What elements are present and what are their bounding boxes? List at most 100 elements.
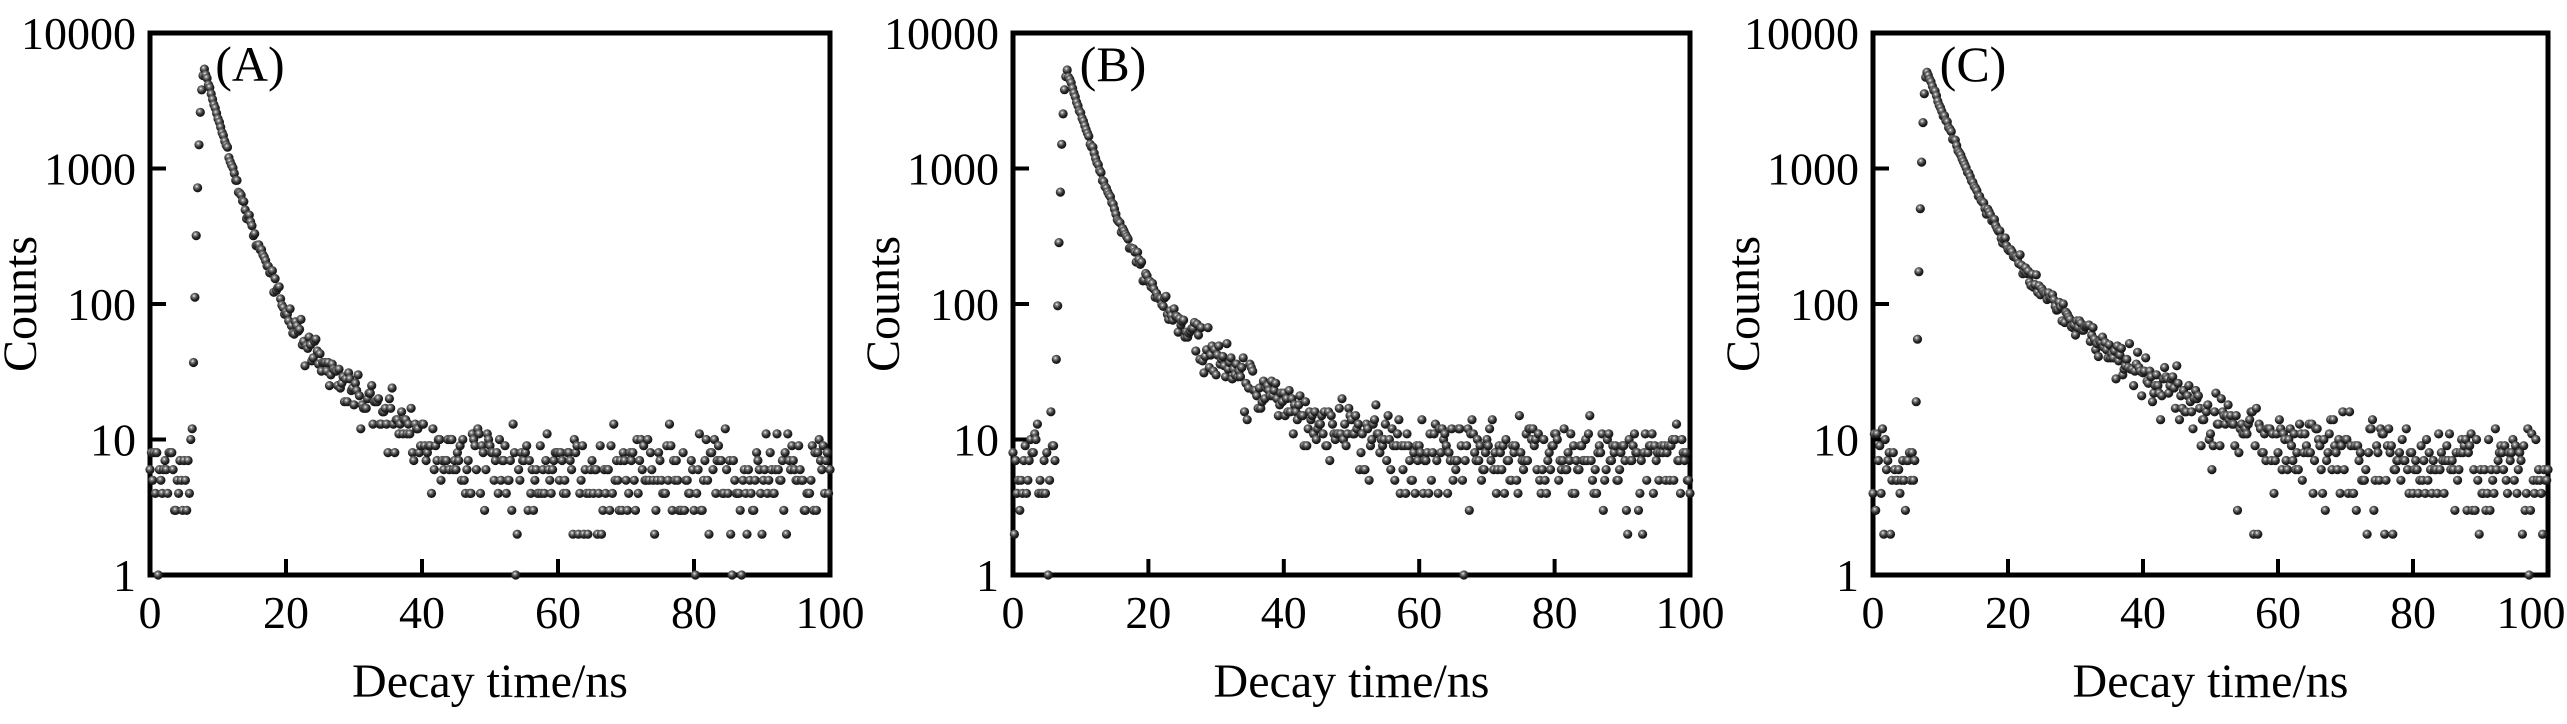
data-point [1271,378,1281,388]
x-tick-label: 80 [671,587,717,638]
data-point [1598,505,1608,515]
data-point [520,448,531,458]
y-tick-label: 100 [67,279,136,330]
data-point [2353,441,2363,451]
data-point [1055,187,1065,197]
data-point [2207,465,2217,475]
data-point [1390,475,1400,485]
data-point [496,475,506,485]
data-point [1615,465,1625,475]
data-point [613,475,623,485]
data-point [1096,167,1106,178]
data-point [421,455,431,466]
data-point [1042,448,1052,458]
data-point [1480,448,1491,458]
x-tick-label: 80 [1532,587,1578,638]
data-point [1574,465,1584,475]
data-point [1871,505,1881,515]
data-point [1495,448,1505,458]
data-point [515,475,525,485]
data-point [368,419,378,429]
data-point [535,441,545,451]
data-point [2423,475,2433,485]
data-point [504,475,514,485]
data-point [2380,529,2390,539]
data-point [663,475,673,485]
data-point [1011,455,1021,466]
data-point [195,107,205,117]
data-point [2400,455,2410,466]
data-point [274,282,284,292]
data-point [2384,424,2394,434]
data-point [624,488,634,498]
data-point [2116,343,2126,353]
data-point [1903,455,1913,466]
data-point [1460,455,1470,466]
data-point [1382,455,1392,466]
data-point [1318,429,1328,439]
data-point [315,349,325,359]
data-point [1158,301,1168,311]
data-point [1650,441,1660,451]
data-point [2228,419,2239,429]
data-point [2424,448,2434,458]
data-point [296,314,306,324]
data-point [760,465,770,475]
data-point [367,381,377,391]
data-point [1298,411,1308,421]
data-point [1616,448,1626,458]
data-point [2316,465,2326,475]
data-point [2273,448,2283,458]
data-point [1239,407,1250,417]
data-point [1566,429,1576,439]
data-point [458,434,468,445]
data-point [1035,475,1045,485]
data-point [1413,455,1423,466]
data-point [2432,488,2442,498]
data-point [2521,488,2531,498]
data-point [605,505,615,515]
data-point [2345,407,2355,417]
data-point [609,419,619,429]
data-point [622,505,633,515]
data-point [2104,340,2114,350]
data-point [451,465,461,475]
data-point [441,455,452,466]
data-point [156,475,166,485]
data-point [1032,419,1042,429]
data-point [471,465,481,475]
data-point [1485,424,1495,434]
data-point [806,475,816,485]
data-point [1635,488,1645,498]
data-point [492,448,502,458]
data-point [1552,434,1562,445]
data-point [512,529,522,539]
data-points [1008,65,1695,580]
data-point [1380,419,1390,429]
data-point [514,465,524,475]
data-point [673,475,683,485]
data-point [239,197,249,207]
data-point [2374,475,2384,485]
data-point [575,488,585,498]
data-point [1497,465,1507,475]
data-point [1441,441,1451,451]
data-point [2122,354,2132,364]
data-point [2473,475,2483,485]
data-point [2196,441,2206,451]
data-point [807,441,817,451]
data-point [387,383,397,393]
data-point [1883,455,1893,466]
data-point [418,419,428,429]
data-point [664,419,675,429]
data-point [384,394,394,404]
data-point [1417,415,1427,425]
data-point [2500,441,2510,451]
data-point [1123,234,1133,244]
x-tick-label: 20 [263,587,309,638]
data-point [526,488,536,498]
data-point [190,292,200,302]
data-point [2338,407,2348,417]
data-point [788,455,798,466]
data-point [1499,488,1510,498]
